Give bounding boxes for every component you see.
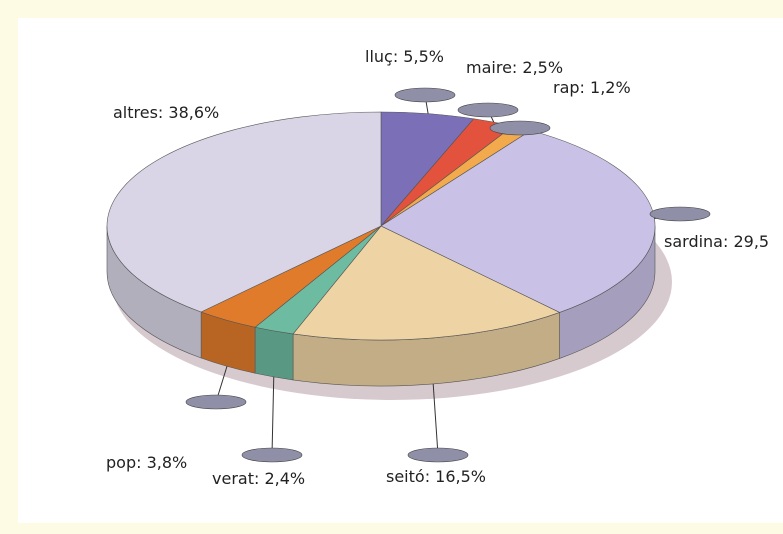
fish-icon — [650, 207, 710, 221]
slice-label: seitó: 16,5% — [386, 467, 486, 486]
slice-label: altres: 38,6% — [113, 103, 219, 122]
slice-side — [255, 327, 293, 380]
fish-icon — [458, 103, 518, 117]
fish-icon — [490, 121, 550, 135]
fish-icon — [408, 448, 468, 462]
slice-label: verat: 2,4% — [212, 469, 305, 488]
slice-label: sardina: 29,5 — [664, 232, 769, 251]
fish-icon — [242, 448, 302, 462]
slice-label: rap: 1,2% — [553, 78, 631, 97]
chart: lluç: 5,5% maire: 2,5%rap: 1,2% sardina: 2… — [0, 0, 783, 534]
slice-label: maire: 2,5% — [466, 58, 563, 77]
slice-label: pop: 3,8% — [106, 453, 187, 472]
slice-label: lluç: 5,5% — [365, 47, 444, 66]
fish-icon — [395, 88, 455, 102]
fish-icon — [186, 395, 246, 409]
